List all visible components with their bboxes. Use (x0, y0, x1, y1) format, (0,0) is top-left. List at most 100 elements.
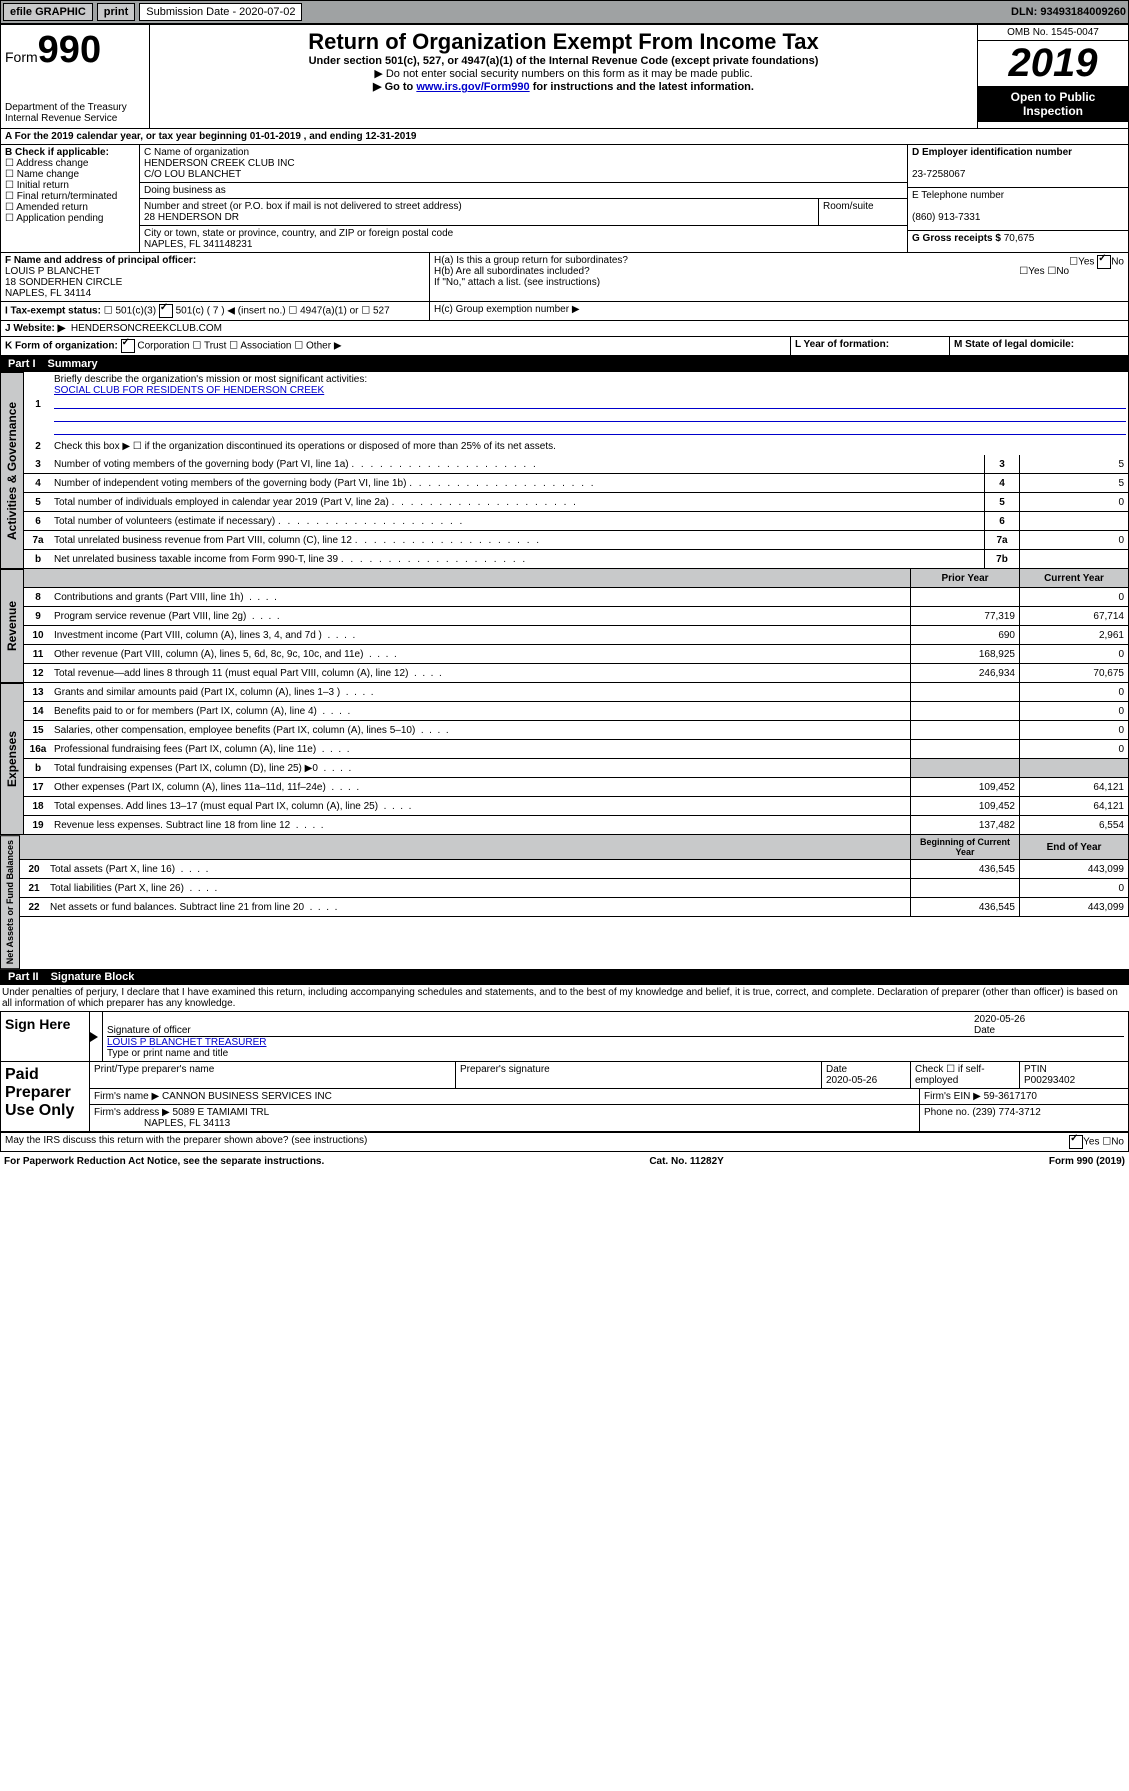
ha-row: H(a) Is this a group return for subordin… (434, 255, 1124, 266)
corp-cb[interactable] (121, 339, 135, 353)
rev-tab: Revenue (0, 569, 24, 683)
line-13: 13 Grants and similar amounts paid (Part… (24, 683, 1129, 702)
form-header: Form990 Department of the Treasury Inter… (0, 24, 1129, 129)
line-18: 18 Total expenses. Add lines 13–17 (must… (24, 797, 1129, 816)
officer-row: F Name and address of principal officer:… (0, 253, 1129, 302)
line-15: 15 Salaries, other compensation, employe… (24, 721, 1129, 740)
hc-row: H(c) Group exemption number ▶ (430, 302, 1128, 320)
irs-link[interactable]: www.irs.gov/Form990 (416, 81, 529, 93)
signer-name-link[interactable]: LOUIS P BLANCHET TREASURER (107, 1037, 267, 1048)
hb-note: If "No," attach a list. (see instruction… (434, 277, 1124, 288)
paid-preparer-label: Paid Preparer Use Only (1, 1062, 89, 1131)
line-b: b Net unrelated business taxable income … (24, 550, 1129, 569)
line-10: 10 Investment income (Part VIII, column … (24, 626, 1129, 645)
final-return-cb[interactable]: ☐ Final return/terminated (5, 191, 117, 202)
discuss-yes-cb[interactable] (1069, 1135, 1083, 1149)
ein: 23-7258067 (912, 169, 965, 180)
dept: Department of the Treasury Internal Reve… (5, 102, 145, 124)
line-19: 19 Revenue less expenses. Subtract line … (24, 816, 1129, 835)
governance-section: Activities & Governance 1 Briefly descri… (0, 372, 1129, 569)
period-text: A For the 2019 calendar year, or tax yea… (1, 129, 1128, 144)
name-change-cb[interactable]: ☐ Name change (5, 169, 79, 180)
self-employed-cb[interactable]: Check ☐ if self-employed (911, 1062, 1020, 1088)
prep-sig-label: Preparer's signature (456, 1062, 822, 1088)
gross-receipts-label: G Gross receipts $ (912, 233, 1001, 244)
form-org-label: K Form of organization: (5, 341, 118, 352)
line-9: 9 Program service revenue (Part VIII, li… (24, 607, 1129, 626)
sign-here-label: Sign Here (1, 1012, 89, 1061)
line-8: 8 Contributions and grants (Part VIII, l… (24, 588, 1129, 607)
initial-return-cb[interactable]: ☐ Initial return (5, 180, 69, 191)
officer-city: NAPLES, FL 34114 (5, 288, 91, 299)
website: HENDERSONCREEKCLUB.COM (71, 323, 222, 334)
box-b-label: B Check if applicable: (5, 147, 109, 158)
phone: (860) 913-7331 (912, 212, 980, 223)
501c: 501(c) ( 7 ) ◀ (insert no.) (176, 306, 286, 317)
tax-exempt-label: I Tax-exempt status: (5, 306, 101, 317)
prep-name-label: Print/Type preparer's name (90, 1062, 456, 1088)
revenue-section: Revenue Prior Year Current Year 8 Contri… (0, 569, 1129, 683)
gross-receipts: 70,675 (1004, 233, 1035, 244)
col-headers2: Beginning of Current Year End of Year (20, 835, 1129, 860)
line-5: 5 Total number of individuals employed i… (24, 493, 1129, 512)
form-subtitle: Under section 501(c), 527, or 4947(a)(1)… (154, 55, 973, 67)
website-label: J Website: ▶ (5, 323, 65, 334)
527: 527 (373, 306, 390, 317)
line-12: 12 Total revenue—add lines 8 through 11 … (24, 664, 1129, 683)
firm-phone: (239) 774-3712 (972, 1107, 1040, 1118)
line-b: b Total fundraising expenses (Part IX, c… (24, 759, 1129, 778)
line-22: 22 Net assets or fund balances. Subtract… (20, 898, 1129, 917)
dba-label: Doing business as (144, 185, 226, 196)
efile-btn[interactable]: efile GRAPHIC (3, 3, 93, 21)
room-suite: Room/suite (818, 199, 907, 225)
omb: OMB No. 1545-0047 (978, 25, 1128, 41)
officer-name: LOUIS P BLANCHET (5, 266, 100, 277)
na-tab: Net Assets or Fund Balances (0, 835, 20, 969)
line-3: 3 Number of voting members of the govern… (24, 455, 1129, 474)
dln: DLN: 93493184009260 (1011, 6, 1126, 18)
line-14: 14 Benefits paid to or for members (Part… (24, 702, 1129, 721)
state-domicile: M State of legal domicile: (954, 339, 1074, 350)
sig-date: 2020-05-26 (974, 1014, 1025, 1025)
city-label: City or town, state or province, country… (144, 228, 453, 239)
note1: ▶ Do not enter social security numbers o… (154, 67, 973, 80)
amended-return-cb[interactable]: ☐ Amended return (5, 202, 88, 213)
part1-header: Part ISummary (0, 356, 1129, 372)
line-20: 20 Total assets (Part X, line 16) . . . … (20, 860, 1129, 879)
org-name: HENDERSON CREEK CLUB INC (144, 158, 295, 169)
form-org-row: K Form of organization: Corporation ☐ Tr… (0, 337, 1129, 356)
501c-cb[interactable] (159, 304, 173, 318)
col-headers: Prior Year Current Year (24, 569, 1129, 588)
phone-label: E Telephone number (912, 190, 1004, 201)
form-title: Return of Organization Exempt From Incom… (154, 29, 973, 55)
print-btn[interactable]: print (97, 3, 135, 21)
city-state-zip: NAPLES, FL 341148231 (144, 239, 252, 250)
mission-link[interactable]: SOCIAL CLUB FOR RESIDENTS OF HENDERSON C… (54, 385, 324, 396)
open-inspection: Open to Public Inspection (978, 86, 1128, 122)
footer: For Paperwork Reduction Act Notice, see … (0, 1152, 1129, 1171)
prep-date: 2020-05-26 (826, 1075, 877, 1086)
line-6: 6 Total number of volunteers (estimate i… (24, 512, 1129, 531)
line-4: 4 Number of independent voting members o… (24, 474, 1129, 493)
ha-no-cb[interactable] (1097, 255, 1111, 269)
street-addr: 28 HENDERSON DR (144, 212, 239, 223)
line-7a: 7a Total unrelated business revenue from… (24, 531, 1129, 550)
line-21: 21 Total liabilities (Part X, line 26) .… (20, 879, 1129, 898)
period-row: A For the 2019 calendar year, or tax yea… (0, 129, 1129, 145)
netassets-section: Net Assets or Fund Balances Beginning of… (0, 835, 1129, 969)
ptin: P00293402 (1024, 1075, 1075, 1086)
note2: ▶ Go to www.irs.gov/Form990 for instruct… (154, 80, 973, 93)
addr-change-cb[interactable]: ☐ Address change (5, 158, 88, 169)
care-of: C/O LOU BLANCHET (144, 169, 241, 180)
line-11: 11 Other revenue (Part VIII, column (A),… (24, 645, 1129, 664)
addr-label: Number and street (or P.O. box if mail i… (144, 201, 462, 212)
line2-desc: Check this box ▶ ☐ if the organization d… (52, 439, 1128, 454)
app-pending-cb[interactable]: ☐ Application pending (5, 213, 104, 224)
firm-name: CANNON BUSINESS SERVICES INC (162, 1091, 332, 1102)
firm-ein: 59-3617170 (984, 1091, 1037, 1102)
sig-officer-label: Signature of officer (107, 1025, 191, 1036)
firm-addr: 5089 E TAMIAMI TRL (173, 1107, 270, 1118)
part2-header: Part IISignature Block (0, 969, 1129, 985)
box-c-label: C Name of organization (144, 147, 249, 158)
line-17: 17 Other expenses (Part IX, column (A), … (24, 778, 1129, 797)
